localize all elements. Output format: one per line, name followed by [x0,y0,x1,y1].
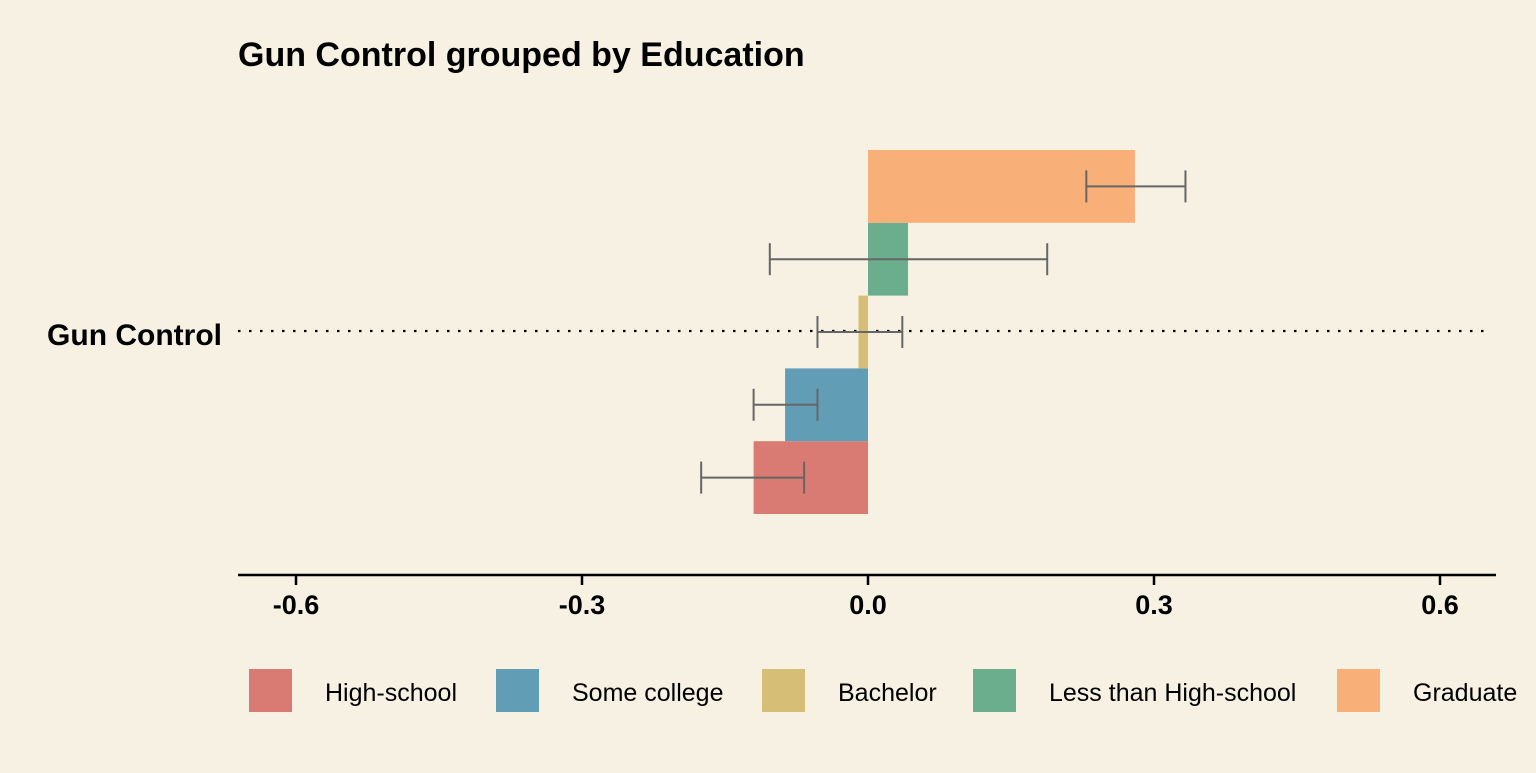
x-tick-label: 0.6 [1421,590,1459,620]
x-tick-label: 0.3 [1135,590,1173,620]
legend-swatch [973,669,1016,712]
x-tick-label: -0.6 [273,590,320,620]
x-axis: -0.6 -0.3 0.0 0.3 0.6 [238,573,1496,620]
error-bar-less-than-high-school [768,243,1049,276]
legend-label: Some college [572,679,723,707]
legend-swatch [249,669,292,712]
x-tick-label: -0.3 [559,590,606,620]
plot-area [238,150,1492,514]
legend-label: Graduate [1413,679,1517,707]
legend-item-some-college: Some college [496,669,723,712]
legend-label: High-school [325,679,457,707]
error-bar-high-school [700,461,806,494]
legend-swatch [762,669,805,712]
x-tick-label: 0.0 [849,590,887,620]
error-bar-bachelor [816,316,904,348]
legend: High-school Some college Bachelor Less than… [249,669,1517,712]
error-bar-graduate [1085,170,1187,203]
chart-title: Gun Control grouped by Education [238,36,805,74]
error-bar-some-college [752,388,819,421]
legend-swatch [496,669,539,712]
legend-item-graduate: Graduate [1337,669,1517,712]
legend-item-bachelor: Bachelor [762,669,937,712]
legend-item-less-than-high-school: Less than High-school [973,669,1296,712]
legend-label: Less than High-school [1049,679,1296,707]
legend-swatch [1337,669,1380,712]
category-label: Gun Control [47,319,222,352]
legend-item-high-school: High-school [249,669,457,712]
legend-label: Bachelor [838,679,937,707]
